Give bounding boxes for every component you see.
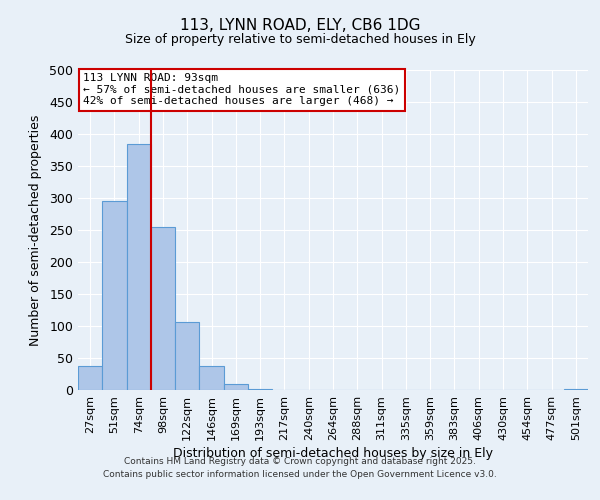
Text: 113 LYNN ROAD: 93sqm
← 57% of semi-detached houses are smaller (636)
42% of semi: 113 LYNN ROAD: 93sqm ← 57% of semi-detac… xyxy=(83,73,400,106)
Text: Size of property relative to semi-detached houses in Ely: Size of property relative to semi-detach… xyxy=(125,32,475,46)
Bar xyxy=(564,388,588,390)
Text: 113, LYNN ROAD, ELY, CB6 1DG: 113, LYNN ROAD, ELY, CB6 1DG xyxy=(180,18,420,32)
Bar xyxy=(78,366,102,390)
Bar xyxy=(102,200,127,390)
X-axis label: Distribution of semi-detached houses by size in Ely: Distribution of semi-detached houses by … xyxy=(173,447,493,460)
Bar xyxy=(127,144,151,390)
Text: Contains HM Land Registry data © Crown copyright and database right 2025.: Contains HM Land Registry data © Crown c… xyxy=(124,458,476,466)
Bar xyxy=(199,366,224,390)
Bar xyxy=(224,384,248,390)
Bar xyxy=(151,227,175,390)
Text: Contains public sector information licensed under the Open Government Licence v3: Contains public sector information licen… xyxy=(103,470,497,479)
Y-axis label: Number of semi-detached properties: Number of semi-detached properties xyxy=(29,114,42,346)
Bar xyxy=(175,322,199,390)
